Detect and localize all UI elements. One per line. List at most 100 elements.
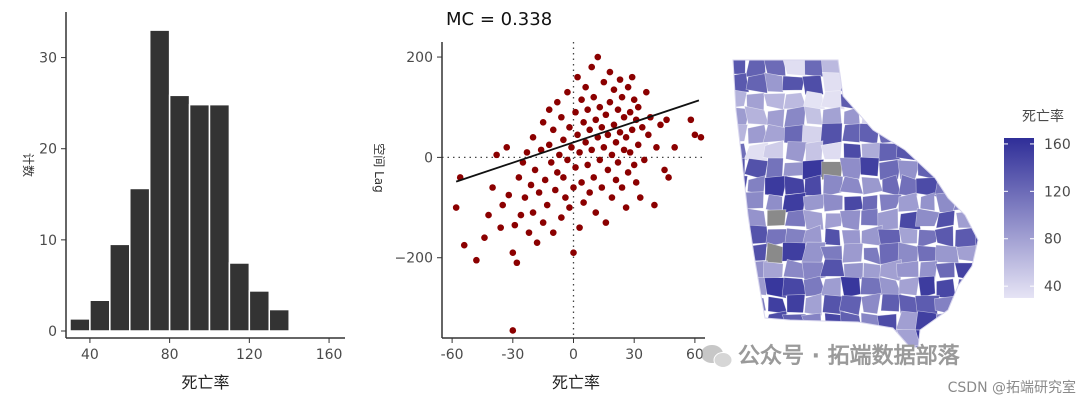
map-county bbox=[954, 60, 978, 75]
map-county bbox=[972, 349, 995, 367]
scatter-point bbox=[572, 108, 579, 116]
scatter-title: MC = 0.338 bbox=[446, 9, 552, 30]
map-county bbox=[974, 141, 978, 164]
scatter-y-tick-label: 0 bbox=[424, 150, 433, 166]
map-county bbox=[898, 276, 920, 296]
histogram-bar bbox=[228, 262, 251, 332]
map-county bbox=[861, 89, 881, 109]
map-county bbox=[895, 141, 921, 161]
map-county bbox=[733, 226, 749, 245]
map-county bbox=[972, 310, 978, 333]
map-county bbox=[822, 173, 844, 198]
scatter-point bbox=[580, 118, 587, 126]
map-county bbox=[733, 276, 746, 298]
histogram-x-tick-label: 120 bbox=[236, 347, 263, 363]
scatter-point bbox=[503, 144, 511, 151]
map-county bbox=[916, 245, 939, 262]
scatter-point bbox=[600, 144, 608, 151]
histogram-y-tick-label: 10 bbox=[39, 233, 57, 249]
map-county bbox=[975, 224, 978, 247]
scatter-point bbox=[641, 156, 648, 164]
scatter-point bbox=[545, 141, 553, 149]
scatter-point bbox=[549, 229, 557, 236]
map-county bbox=[919, 106, 937, 129]
map-county bbox=[733, 310, 750, 333]
map-county bbox=[934, 225, 954, 248]
map-county bbox=[733, 143, 748, 161]
map-county bbox=[744, 243, 768, 262]
scatter-point bbox=[614, 159, 622, 166]
map-county bbox=[976, 60, 978, 77]
scatter-point bbox=[592, 209, 600, 216]
scatter-point bbox=[523, 149, 531, 156]
scatter-point bbox=[582, 83, 589, 91]
scatter-point bbox=[620, 113, 628, 121]
scatter-x-tick-label: 0 bbox=[569, 347, 578, 363]
scatter-regression-line bbox=[455, 99, 700, 183]
scatter-point bbox=[535, 189, 543, 196]
legend-title: 死亡率 bbox=[1022, 108, 1064, 125]
map-county bbox=[843, 106, 861, 127]
scatter-point bbox=[622, 204, 630, 211]
scatter-x-tick-label: -60 bbox=[441, 347, 464, 363]
map-county bbox=[972, 174, 978, 196]
map-county bbox=[897, 159, 921, 180]
histogram-y-tick-label: 0 bbox=[48, 324, 57, 340]
map-county bbox=[897, 109, 919, 127]
histogram-x-tick-label: 160 bbox=[316, 347, 343, 363]
map-county bbox=[733, 245, 751, 264]
map-county bbox=[781, 75, 805, 91]
map-county bbox=[973, 278, 978, 299]
scatter-point bbox=[592, 116, 600, 124]
scatter-point bbox=[527, 181, 535, 189]
map-county bbox=[899, 60, 919, 76]
map-county bbox=[880, 293, 901, 312]
scatter-point bbox=[539, 219, 547, 226]
scatter-point bbox=[529, 134, 537, 141]
map-county bbox=[877, 123, 900, 144]
scatter-point bbox=[452, 204, 460, 211]
scatter-point bbox=[602, 219, 610, 226]
scatter-point bbox=[691, 131, 699, 139]
map-county bbox=[824, 213, 844, 230]
map-county bbox=[973, 124, 978, 147]
map-county bbox=[863, 247, 882, 266]
map-county bbox=[824, 227, 841, 246]
scatter-panel: MC = 0.338 200 0 −200 -60 -30 0 30 60 死亡率 空间 Lag bbox=[372, 9, 705, 392]
scatter-point bbox=[612, 139, 620, 146]
scatter-point bbox=[598, 123, 606, 131]
legend-tick-label: 40 bbox=[1044, 279, 1062, 295]
scatter-point bbox=[531, 166, 539, 174]
map-county bbox=[972, 210, 978, 231]
map-county bbox=[764, 175, 788, 197]
map-county bbox=[953, 123, 976, 146]
scatter-point bbox=[630, 96, 638, 103]
scatter-point bbox=[588, 63, 596, 71]
map-county bbox=[840, 60, 863, 78]
scatter-point bbox=[590, 93, 598, 101]
map-county bbox=[898, 71, 917, 93]
scatter-point bbox=[576, 149, 583, 156]
map-county bbox=[953, 174, 978, 196]
scatter-point bbox=[543, 201, 551, 209]
map-county bbox=[859, 156, 880, 177]
map-county bbox=[781, 328, 807, 345]
map-county bbox=[803, 105, 823, 126]
scatter-point bbox=[636, 194, 644, 201]
scatter-point bbox=[586, 126, 593, 134]
scatter-point bbox=[576, 224, 583, 231]
map-county bbox=[804, 293, 823, 316]
histogram-bar bbox=[188, 103, 211, 332]
legend-tick-label: 120 bbox=[1044, 184, 1071, 200]
scatter-point bbox=[616, 129, 624, 136]
map-county bbox=[786, 294, 806, 314]
map-county bbox=[880, 75, 901, 93]
histogram-bar bbox=[148, 29, 171, 332]
map-state-outline bbox=[732, 59, 979, 349]
scatter-point bbox=[568, 144, 575, 151]
scatter-point bbox=[610, 86, 618, 93]
scatter-point bbox=[606, 98, 614, 106]
scatter-point bbox=[566, 123, 573, 131]
scatter-point bbox=[513, 259, 521, 267]
map-county bbox=[914, 60, 939, 74]
